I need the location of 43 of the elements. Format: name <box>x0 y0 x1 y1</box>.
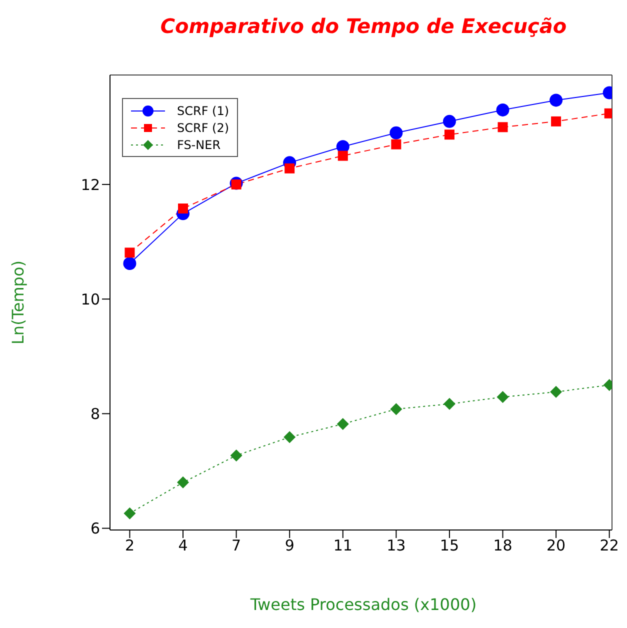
point <box>443 398 456 410</box>
point <box>444 130 454 140</box>
y-axis-title: Ln(Tempo) <box>8 260 28 344</box>
chart-title: Comparativo do Tempo de Execução <box>159 14 568 38</box>
point <box>551 116 562 126</box>
legend-label: SCRF (1) <box>177 104 230 118</box>
point <box>231 179 242 190</box>
point <box>284 163 295 174</box>
point <box>442 114 456 128</box>
x-tick-label: 15 <box>440 536 460 555</box>
point <box>498 122 508 132</box>
point <box>550 94 563 107</box>
point <box>550 386 562 398</box>
x-tick-label: 22 <box>600 536 619 555</box>
point <box>496 103 510 116</box>
x-tick-label: 20 <box>546 536 566 555</box>
x-axis-title: Tweets Processados (x1000) <box>249 595 478 614</box>
point <box>284 431 296 444</box>
point <box>124 248 135 258</box>
point <box>124 507 136 520</box>
y-tick-label: 12 <box>80 176 100 194</box>
y-tick-label: 6 <box>90 520 100 538</box>
legend-label: FS-NER <box>177 138 221 152</box>
y-tick-label: 8 <box>90 404 100 423</box>
point <box>336 418 349 430</box>
legend-label: SCRF (2) <box>177 120 230 134</box>
x-tick-label: 2 <box>124 536 134 555</box>
x-tick-label: 9 <box>284 536 294 555</box>
point <box>390 126 403 140</box>
point <box>338 150 348 161</box>
x-tick-label: 13 <box>386 536 406 555</box>
point <box>391 139 402 150</box>
point <box>390 403 402 416</box>
point <box>230 450 242 462</box>
point <box>178 204 188 214</box>
point <box>177 476 190 488</box>
x-tick-label: 18 <box>493 536 512 555</box>
point <box>123 257 136 270</box>
x-tick-label: 4 <box>178 536 188 555</box>
point <box>496 391 509 404</box>
x-tick-label: 11 <box>333 536 352 555</box>
x-tick-label: 7 <box>232 536 242 555</box>
y-tick-label: 10 <box>80 290 100 308</box>
